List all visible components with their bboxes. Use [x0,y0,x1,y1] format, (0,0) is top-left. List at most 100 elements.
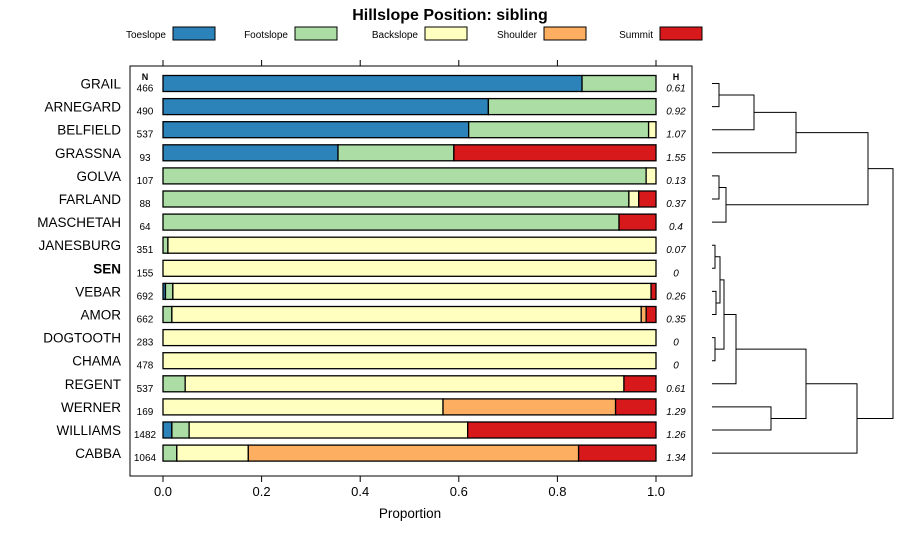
row-label: AMOR [81,308,122,323]
h-value: 0.61 [666,384,685,395]
bar-segment-summit [618,213,657,231]
bar-segment-backslope [167,236,657,254]
x-tick-label: 0.8 [548,484,566,499]
bar-segment-backslope [176,444,249,462]
row-sen: SEN 155 0 [93,259,679,279]
n-value: 107 [137,176,154,187]
x-tick-label: 1.0 [647,484,665,499]
legend-label-shoulder: Shoulder [497,30,538,41]
bar-segment-summit [623,375,657,393]
bar-segment-backslope [172,282,652,301]
chart-title: Hillslope Position: sibling [352,7,548,24]
bar-segment-backslope [184,375,625,393]
n-header: N [142,72,149,82]
bar-segment-footslope [581,74,657,93]
legend-swatch-footslope [294,26,338,41]
row-label: GRAIL [80,77,121,92]
x-axis-label: Proportion [379,506,441,521]
legend-label-toeslope: Toeslope [126,30,166,41]
row-label: REGENT [65,377,121,392]
x-tick-label: 0.0 [154,484,172,499]
legend-swatch-shoulder [543,26,587,41]
n-value: 537 [137,130,154,141]
dendrogram-branch [712,406,772,431]
bar-segment-backslope [162,259,657,277]
x-tick-label: 0.4 [351,484,369,499]
bar-segment-toeslope [162,144,339,162]
bar-segment-summit [614,398,657,416]
bar-segment-backslope [162,328,657,347]
bar-segment-toeslope [162,97,490,116]
n-value: 351 [137,245,154,256]
bar-segment-footslope [487,97,657,116]
row-label: BELFIELD [57,123,121,138]
row-label: CABBA [75,446,121,461]
h-value: 0 [673,338,679,349]
row-maschetah: MASCHETAH 64 0.4 [37,213,683,233]
plot-frame [129,65,693,477]
bar-segment-summit [467,421,657,439]
bar-segment-backslope [171,305,642,324]
row-label: WERNER [61,400,121,415]
bar-segment-backslope [162,352,657,370]
row-janesburg: JANESBURG 351 0.07 [38,236,686,256]
row-label: GOLVA [76,169,121,184]
n-value: 1064 [134,453,157,464]
row-label: GRASSNA [55,146,121,161]
n-value: 169 [137,407,154,418]
bar-segment-footslope [337,144,455,162]
row-golva: GOLVA 107 0.13 [76,167,686,187]
n-value: 662 [137,315,154,326]
row-belfield: BELFIELD 537 1.07 [57,121,686,141]
bar-segment-backslope [628,190,640,208]
n-value: 93 [139,153,151,164]
x-tick-label: 0.6 [450,484,468,499]
h-value: 0.4 [669,222,683,233]
row-regent: REGENT 537 0.61 [65,375,686,395]
n-value: 155 [137,268,154,279]
bar-segment-summit [577,444,657,462]
bar-segment-footslope [162,213,620,231]
bar-segment-summit [645,305,657,324]
bar-segment-footslope [162,167,647,185]
n-value: 537 [137,384,154,395]
h-value: 1.26 [666,430,686,441]
row-grail: GRAIL 466 0.61 [80,74,686,95]
bar-segment-footslope [162,236,169,254]
dendrogram-branch [712,244,716,269]
row-chama: CHAMA 478 0 [72,352,679,372]
bar-segment-shoulder [247,444,580,462]
bar-segment-summit [638,190,657,208]
h-value: 0.92 [666,107,686,118]
bar-segment-footslope [468,121,650,139]
bar-segment-summit [453,144,657,162]
bar-segment-footslope [162,190,630,208]
row-label: CHAMA [72,354,121,369]
x-tick-label: 0.2 [253,484,271,499]
dendrogram [712,83,894,454]
bar-segment-footslope [164,282,174,301]
n-value: 283 [137,338,154,349]
bar-rows: GRAIL 466 0.61 ARNEGARD 490 0.92 BELFIELD 537 1.… [37,74,686,464]
h-value: 1.34 [666,453,686,464]
row-vebar: VEBAR 692 0.26 [75,282,686,302]
h-value: 0.35 [666,315,686,326]
dendrogram-branch [712,175,720,200]
dendrogram-branch [712,94,755,131]
bar-segment-toeslope [162,121,470,139]
row-label: FARLAND [59,192,122,207]
row-dogtooth: DOGTOOTH 283 0 [43,328,679,349]
bar-segment-backslope [162,398,444,416]
row-label: MASCHETAH [37,215,121,230]
h-value: 0.26 [666,291,686,302]
row-label: SEN [93,261,121,276]
dendrogram-branch [712,337,716,362]
n-value: 466 [137,84,154,95]
bar-segment-backslope [645,167,657,185]
row-farland: FARLAND 88 0.37 [59,190,686,210]
n-value: 64 [139,222,151,233]
h-value: 0 [673,268,679,279]
row-grassna: GRASSNA 93 1.55 [55,144,686,164]
legend-swatch-summit [659,26,703,41]
